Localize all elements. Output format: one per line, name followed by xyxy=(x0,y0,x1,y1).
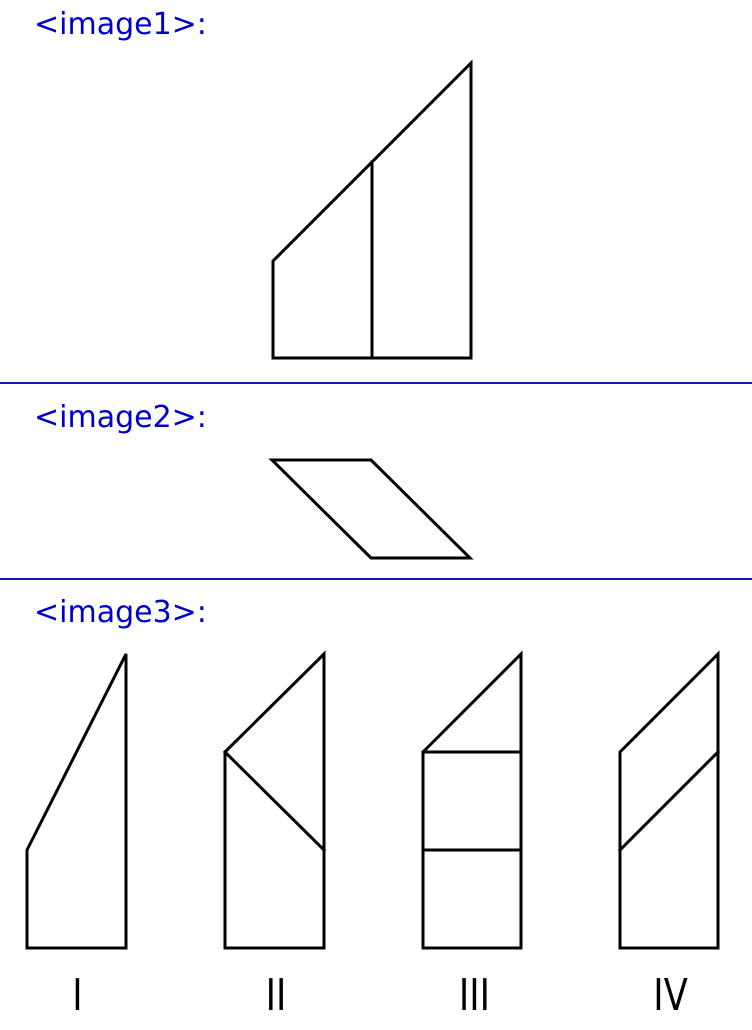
option-1-numeral: I xyxy=(72,970,83,1021)
option-1-figure xyxy=(25,653,128,950)
option-2-numeral: II xyxy=(265,970,287,1021)
image1-label: <image1>: xyxy=(34,7,207,42)
option-3-figure xyxy=(421,650,523,950)
image2-parallelogram xyxy=(268,458,474,560)
option-4-outline xyxy=(618,650,720,950)
option-4-diagonal xyxy=(617,749,721,853)
image2-label: <image2>: xyxy=(34,400,207,435)
option-2-outline xyxy=(223,650,326,950)
option-3-numeral: III xyxy=(458,970,491,1021)
option-1-outline xyxy=(25,653,128,950)
option-2-figure xyxy=(222,650,327,950)
image1-figure xyxy=(271,59,473,360)
option-4-figure xyxy=(617,650,721,950)
image3-label: <image3>: xyxy=(34,595,207,630)
image1-outline xyxy=(271,59,473,360)
divider-2 xyxy=(0,578,752,580)
option-4-numeral: IV xyxy=(653,970,688,1021)
option-3-outline xyxy=(421,650,523,950)
option-2-diagonal xyxy=(222,749,327,853)
divider-1 xyxy=(0,382,752,384)
image2-figure xyxy=(268,458,474,560)
